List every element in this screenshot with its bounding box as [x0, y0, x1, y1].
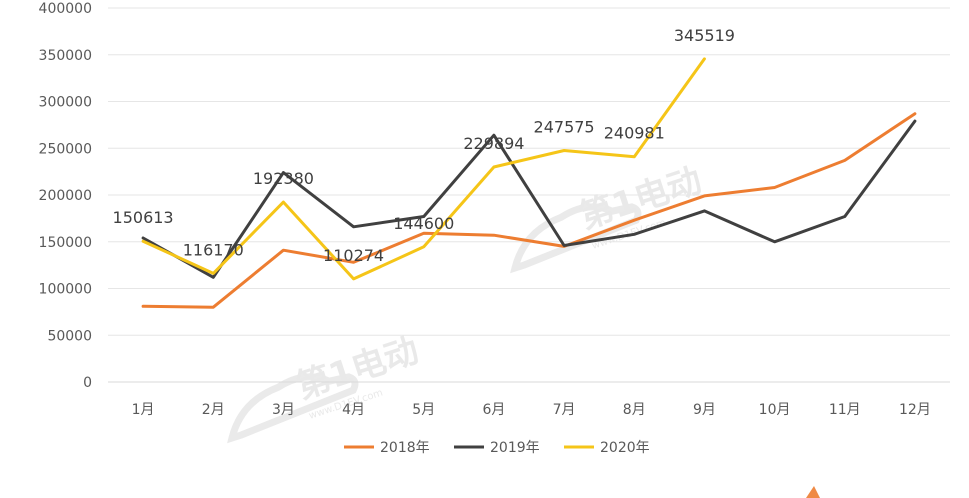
series-line-1	[141, 112, 917, 309]
legend-label: 2019年	[490, 440, 540, 456]
x-tick-label: 6月	[482, 402, 505, 418]
data-label: 229894	[463, 134, 524, 153]
y-tick-label: 400000	[39, 1, 92, 17]
series-line-2	[141, 119, 917, 279]
x-tick-label: 11月	[829, 402, 861, 418]
y-tick-label: 50000	[47, 328, 92, 344]
x-tick-label: 8月	[623, 402, 646, 418]
data-label: 150613	[113, 208, 174, 227]
data-label: 192380	[253, 169, 314, 188]
series-line-3	[141, 57, 706, 281]
data-label: 345519	[674, 26, 735, 45]
data-label: 116170	[183, 240, 244, 259]
y-tick-label: 350000	[39, 48, 92, 64]
y-axis: 0 50000 100000 150000 200000 250000 300000 3500…	[39, 1, 92, 391]
y-tick-label: 150000	[39, 235, 92, 251]
data-label: 247575	[534, 118, 595, 137]
grid-lines	[108, 7, 950, 383]
data-label: 110274	[323, 246, 384, 265]
x-tick-label: 3月	[272, 402, 295, 418]
y-tick-label: 250000	[39, 141, 92, 157]
data-labels: 150613 116170 192380 110274 144600 229894 2475…	[113, 26, 735, 265]
legend-label: 2018年	[380, 440, 430, 456]
x-axis: 1月 2月 3月 4月 5月 6月 7月 8月 9月 10月 11月 12月	[132, 402, 931, 418]
watermark-lower: 第1电动 www.D1EV.com	[227, 330, 424, 444]
legend: 2018年 2019年 2020年	[344, 440, 650, 456]
y-tick-label: 200000	[39, 188, 92, 204]
x-tick-label: 10月	[759, 402, 791, 418]
data-label: 240981	[604, 124, 665, 143]
x-tick-label: 1月	[132, 402, 155, 418]
x-tick-label: 7月	[553, 402, 576, 418]
legend-item: 2018年	[344, 440, 430, 456]
x-tick-label: 4月	[342, 402, 365, 418]
x-tick-label: 12月	[899, 402, 931, 418]
y-tick-label: 0	[83, 375, 92, 391]
legend-item: 2020年	[564, 440, 650, 456]
x-tick-label: 9月	[693, 402, 716, 418]
data-label: 144600	[393, 214, 454, 233]
x-tick-label: 2月	[202, 402, 225, 418]
watermark-corner	[806, 486, 820, 498]
legend-label: 2020年	[600, 440, 650, 456]
series-lines	[141, 57, 917, 309]
x-tick-label: 5月	[412, 402, 435, 418]
y-tick-label: 100000	[39, 282, 92, 298]
legend-item: 2019年	[454, 440, 540, 456]
y-tick-label: 300000	[39, 95, 92, 111]
